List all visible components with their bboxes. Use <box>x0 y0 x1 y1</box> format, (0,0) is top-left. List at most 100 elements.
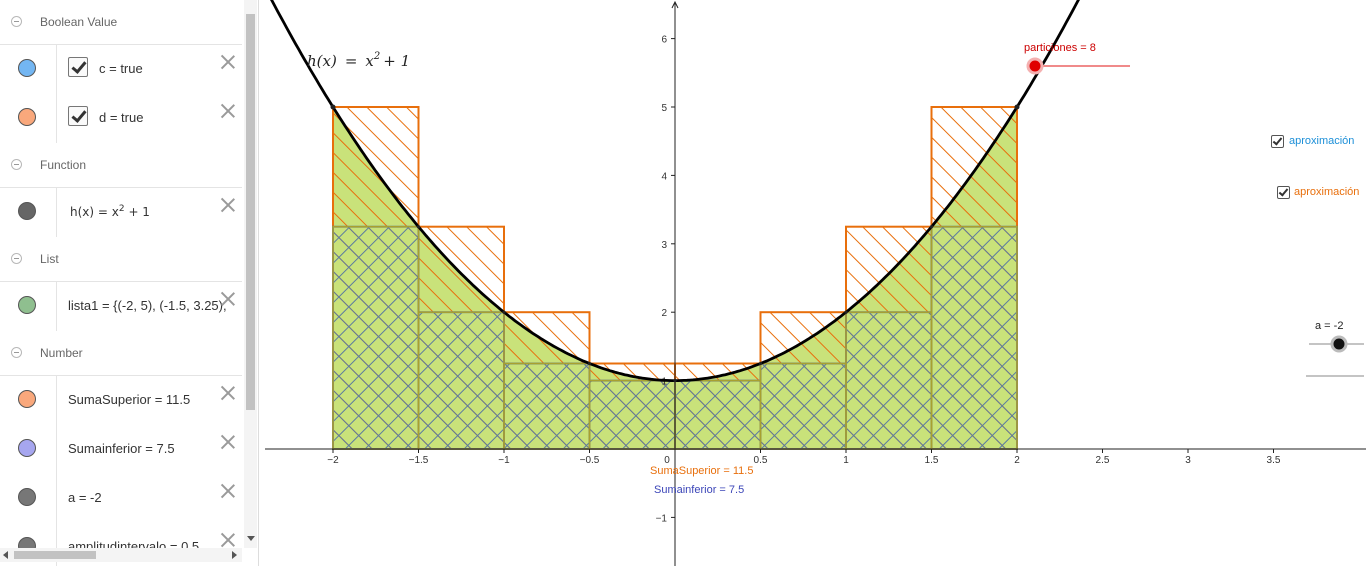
vertical-scrollbar[interactable] <box>244 0 257 548</box>
algebra-row-c[interactable]: c = true <box>0 45 242 95</box>
slider-a-label: a = -2 <box>1315 320 1343 332</box>
function-label-power: 2 <box>373 51 380 62</box>
checkbox-d[interactable] <box>68 106 88 126</box>
delete-icon[interactable] <box>219 290 237 308</box>
category-boolean-value[interactable]: Boolean Value <box>0 0 242 45</box>
y-axis-arrow-icon <box>671 0 679 9</box>
checkbox-aproximacion-inferior-label: aproximación <box>1289 135 1355 147</box>
delete-icon[interactable] <box>219 482 237 500</box>
horizontal-scrollbar[interactable] <box>0 548 242 562</box>
algebra-row-d[interactable]: d = true <box>0 94 242 144</box>
category-label: Function <box>40 158 87 172</box>
checkbox-aproximacion-superior[interactable] <box>1277 186 1290 199</box>
partition-point <box>502 310 506 314</box>
visibility-marble-icon[interactable] <box>18 439 36 457</box>
checkbox-c[interactable] <box>68 57 88 77</box>
lower-rect-5 <box>674 379 762 451</box>
x-tick-label: 0.5 <box>754 455 768 466</box>
function-name: h(x) <box>70 205 95 219</box>
delete-icon[interactable] <box>219 196 237 214</box>
x-tick-label: −0.5 <box>580 455 600 466</box>
function-label-name: h(x) <box>307 52 337 70</box>
row-text: c = true <box>99 61 143 76</box>
x-tick-label: −1.5 <box>409 455 429 466</box>
visibility-marble-icon[interactable] <box>18 390 36 408</box>
visibility-marble-icon[interactable] <box>18 488 36 506</box>
partition-point <box>587 361 592 366</box>
labels-layer: h(x) = x2 + 1 particiones = 8 a = -2 SumaSu… <box>307 42 1364 496</box>
algebra-row-suma-superior[interactable]: SumaSuperior = 11.5 <box>0 376 242 426</box>
scroll-left-arrow-icon[interactable] <box>3 551 8 559</box>
x-tick-label: 1.5 <box>925 455 939 466</box>
algebra-row-a[interactable]: a = -2 <box>0 474 242 524</box>
lower-rect-2 <box>417 311 505 451</box>
endpoint <box>1014 104 1020 110</box>
category-list[interactable]: List <box>0 237 242 282</box>
function-label-tail: + 1 <box>383 52 410 70</box>
lower-rect-6 <box>759 362 847 450</box>
scroll-thumb[interactable] <box>246 14 255 410</box>
collapse-icon[interactable] <box>11 159 22 170</box>
y-tick-label: 2 <box>661 308 667 319</box>
marble-cell <box>0 188 57 237</box>
collapse-icon[interactable] <box>11 16 22 27</box>
x-tick-label: 3 <box>1185 455 1191 466</box>
y-tick-label: 3 <box>661 240 667 251</box>
x-tick-label: −1 <box>498 455 510 466</box>
slider-a-handle[interactable] <box>1330 335 1348 353</box>
visibility-marble-icon[interactable] <box>18 296 36 314</box>
row-text: lista1 = {(-2, 5), (-1.5, 3.25), <box>68 298 227 313</box>
category-function[interactable]: Function <box>0 143 242 188</box>
function-label-base: x <box>365 52 374 70</box>
lower-rect-7 <box>845 311 933 451</box>
lower-rect-8 <box>930 225 1018 450</box>
visibility-marble-icon[interactable] <box>18 202 36 220</box>
checkbox-aproximacion-inferior[interactable] <box>1271 135 1284 148</box>
marble-cell <box>0 474 57 523</box>
y-tick-label: 6 <box>661 35 667 46</box>
delete-icon[interactable] <box>219 53 237 71</box>
marble-cell <box>0 45 57 94</box>
graphics-view[interactable]: −2 −1.5 −1 −0.5 0 0.5 1 1.5 2 2.5 3 3.5 6 5 4 3 2 1 −1 h(x… <box>259 0 1366 566</box>
category-number[interactable]: Number <box>0 331 242 376</box>
scroll-down-arrow-icon[interactable] <box>247 536 255 541</box>
x-tick-label: 1 <box>843 455 849 466</box>
algebra-row-suma-inferior[interactable]: Sumainferior = 7.5 <box>0 425 242 475</box>
x-tick-label: 3.5 <box>1267 455 1281 466</box>
category-label: Number <box>40 346 83 360</box>
row-text: h(x) = x2 + 1 <box>70 204 150 219</box>
delete-icon[interactable] <box>219 384 237 402</box>
algebra-view: Boolean Value c = true d = true Function… <box>0 0 259 566</box>
algebra-row-lista1[interactable]: lista1 = {(-2, 5), (-1.5, 3.25), <box>0 282 242 332</box>
endpoint <box>330 104 336 110</box>
marble-cell <box>0 376 57 425</box>
visibility-marble-icon[interactable] <box>18 59 36 77</box>
algebra-row-h[interactable]: h(x) = x2 + 1 <box>0 188 242 238</box>
delete-icon[interactable] <box>219 531 237 549</box>
function-tail: + 1 <box>128 205 150 219</box>
lower-rect-1 <box>332 225 420 450</box>
collapse-icon[interactable] <box>11 347 22 358</box>
delete-icon[interactable] <box>219 102 237 120</box>
y-tick-label: 4 <box>661 171 667 182</box>
y-tick-label: −1 <box>656 513 668 524</box>
delete-icon[interactable] <box>219 433 237 451</box>
partition-point <box>929 225 934 229</box>
x-tick-label: 2 <box>1014 455 1020 466</box>
marble-cell <box>0 94 57 143</box>
function-label-eq: = <box>345 52 358 70</box>
partition-point <box>416 225 421 229</box>
partition-point <box>673 379 677 383</box>
riemann-sum-plot[interactable]: −2 −1.5 −1 −0.5 0 0.5 1 1.5 2 2.5 3 3.5 6 5 4 3 2 1 −1 h(x… <box>259 0 1366 566</box>
function-base: x <box>111 205 119 219</box>
y-tick-label: 5 <box>661 103 667 114</box>
row-text: SumaSuperior = 11.5 <box>68 392 191 407</box>
x-tick-label: 0 <box>664 455 670 466</box>
row-text: Sumainferior = 7.5 <box>68 441 175 456</box>
slider-particiones-handle[interactable] <box>1026 57 1044 75</box>
collapse-icon[interactable] <box>11 253 22 264</box>
scroll-right-arrow-icon[interactable] <box>232 551 237 559</box>
scroll-thumb[interactable] <box>14 551 96 559</box>
y-tick-label: 1 <box>661 377 667 388</box>
visibility-marble-icon[interactable] <box>18 108 36 126</box>
